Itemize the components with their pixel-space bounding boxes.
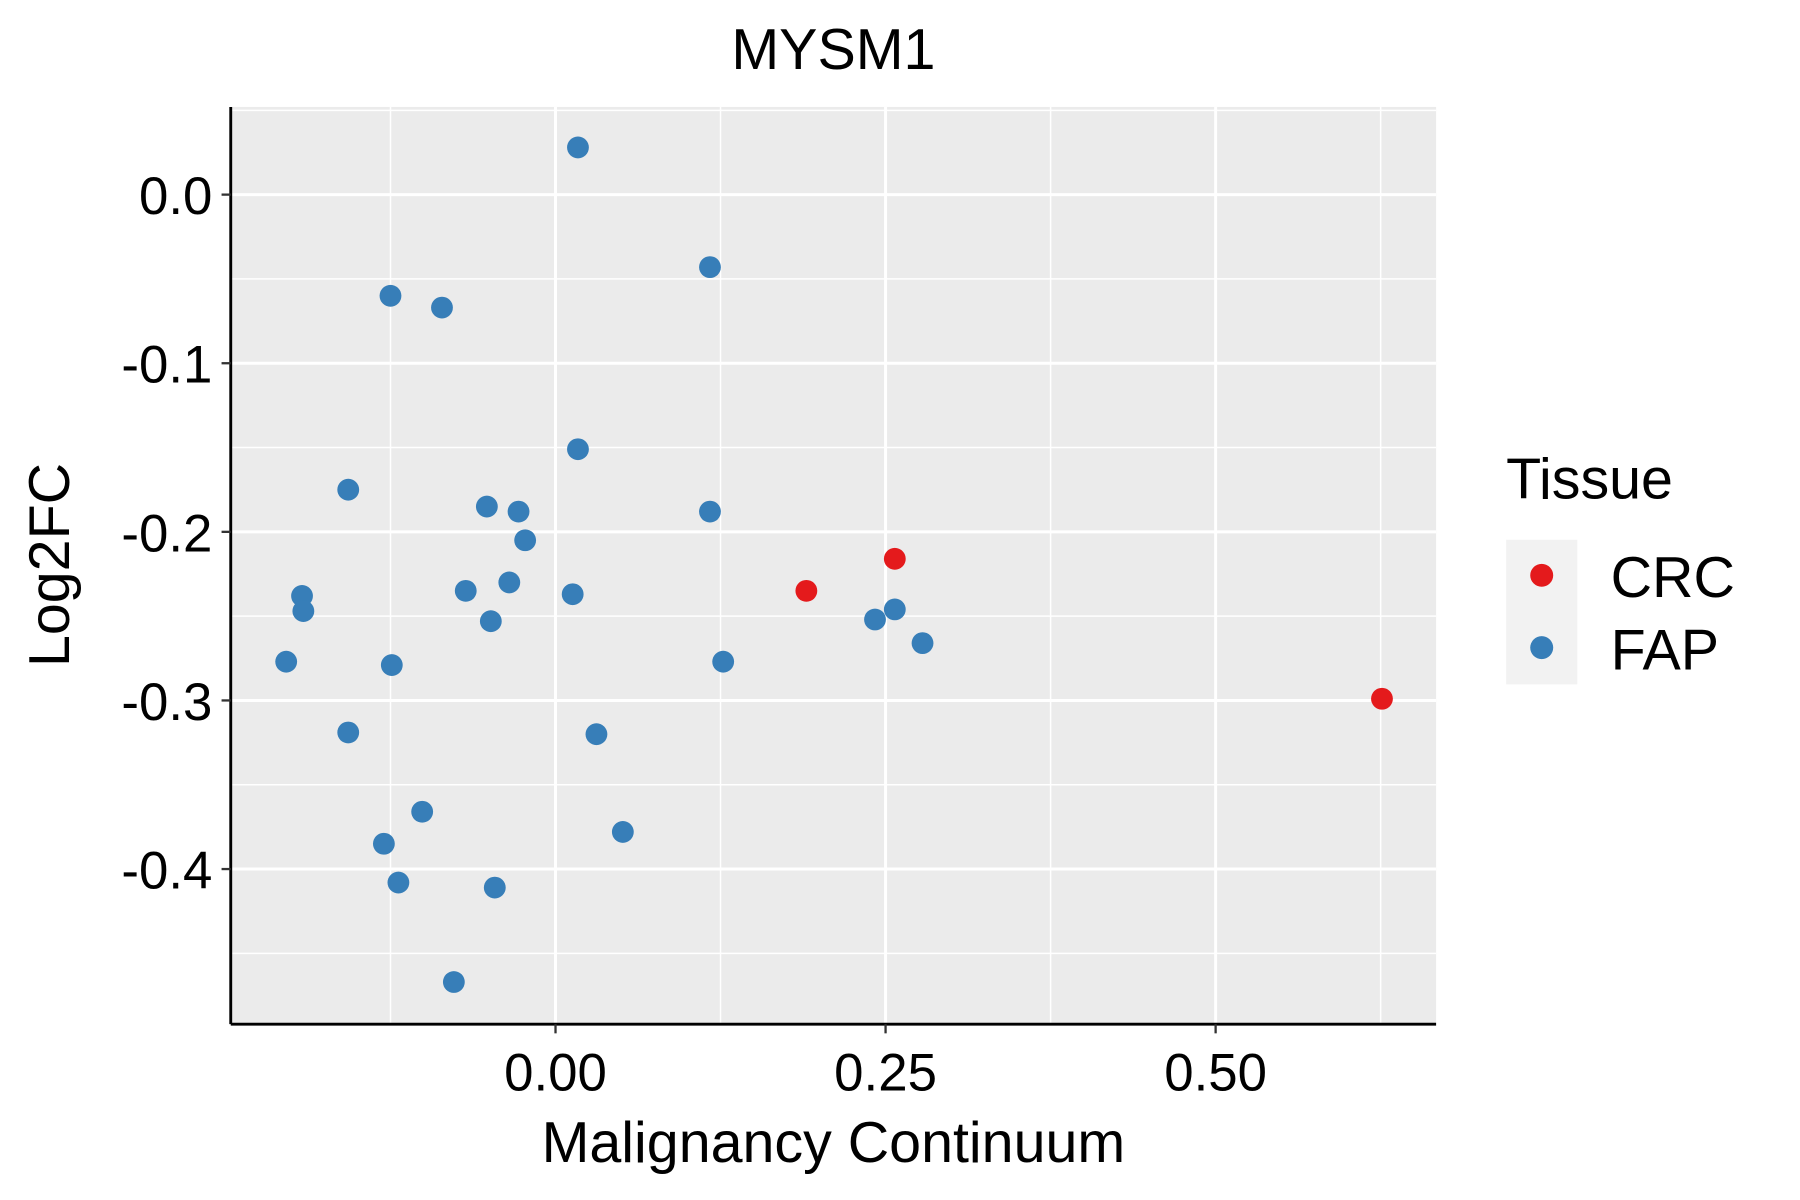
y-axis-label: Log2FC bbox=[18, 463, 82, 667]
point-fap bbox=[567, 136, 589, 159]
point-fap bbox=[380, 654, 403, 676]
y-tick-label: -0.1 bbox=[121, 336, 212, 395]
x-axis-label: Malignancy Continuum bbox=[542, 1111, 1126, 1175]
point-fap bbox=[411, 800, 434, 823]
plot-panel bbox=[230, 106, 1437, 1025]
point-fap bbox=[275, 650, 298, 673]
point-fap bbox=[699, 256, 721, 279]
point-fap bbox=[387, 871, 410, 894]
point-fap bbox=[514, 529, 537, 552]
point-fap bbox=[292, 600, 315, 622]
point-fap bbox=[883, 598, 906, 621]
point-fap bbox=[379, 284, 402, 307]
point-fap bbox=[337, 721, 360, 744]
legend-key-fap bbox=[1530, 636, 1554, 660]
y-tick-label: -0.2 bbox=[121, 504, 212, 563]
point-fap bbox=[442, 971, 465, 993]
point-fap bbox=[498, 571, 521, 594]
point-fap bbox=[475, 495, 498, 518]
point-crc bbox=[795, 579, 818, 602]
data-points bbox=[275, 136, 1393, 993]
y-tick-label: -0.3 bbox=[121, 673, 212, 732]
x-tick-label: 0.50 bbox=[1164, 1044, 1267, 1103]
point-fap bbox=[479, 610, 502, 633]
point-fap bbox=[585, 723, 608, 746]
legend-key-crc bbox=[1530, 563, 1554, 587]
point-fap bbox=[337, 478, 360, 501]
point-fap bbox=[699, 500, 721, 523]
legend-title: Tissue bbox=[1506, 447, 1673, 511]
point-fap bbox=[561, 583, 584, 606]
point-fap bbox=[507, 500, 530, 523]
point-fap bbox=[454, 579, 477, 602]
point-fap bbox=[911, 632, 934, 655]
legend-key-background bbox=[1506, 539, 1578, 685]
point-fap bbox=[431, 296, 453, 319]
x-tick-label: 0.25 bbox=[834, 1044, 937, 1103]
x-ticks: 0.00 0.25 0.50 bbox=[504, 1024, 1267, 1103]
point-crc bbox=[1371, 687, 1393, 710]
x-tick-label: 0.00 bbox=[504, 1044, 607, 1103]
legend: Tissue CRC FAP bbox=[1506, 447, 1735, 685]
y-ticks: 0.0 -0.1 -0.2 -0.3 -0.4 bbox=[121, 167, 231, 901]
gridlines bbox=[230, 106, 1437, 1025]
point-crc bbox=[883, 547, 906, 570]
point-fap bbox=[567, 438, 589, 461]
legend-label-fap: FAP bbox=[1611, 618, 1719, 682]
point-fap bbox=[864, 608, 886, 631]
point-fap bbox=[483, 876, 506, 899]
chart-title: MYSM1 bbox=[731, 18, 935, 82]
legend-label-crc: CRC bbox=[1611, 546, 1735, 610]
point-fap bbox=[712, 650, 735, 673]
y-tick-label: -0.4 bbox=[121, 842, 212, 901]
point-fap bbox=[372, 832, 395, 855]
point-fap bbox=[611, 821, 634, 843]
y-tick-label: 0.0 bbox=[139, 167, 212, 226]
